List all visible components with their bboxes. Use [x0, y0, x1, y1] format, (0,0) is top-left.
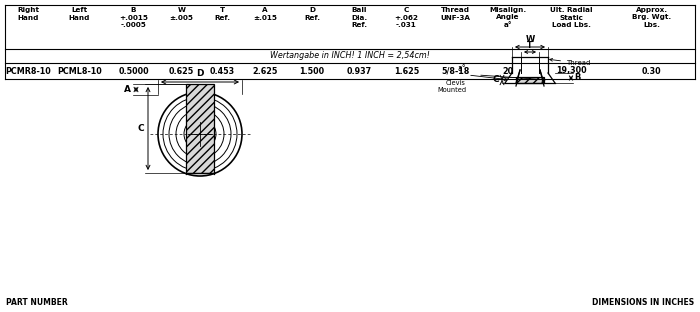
Text: W: W	[526, 35, 535, 44]
Text: 0.937: 0.937	[347, 66, 372, 76]
Text: W
±.005: W ±.005	[169, 7, 193, 21]
Text: 1.625: 1.625	[394, 66, 419, 76]
Text: PCMR8-10: PCMR8-10	[6, 66, 51, 76]
Bar	[186, 84, 214, 173]
Text: PART NUMBER: PART NUMBER	[6, 298, 68, 307]
Text: T: T	[527, 41, 533, 50]
Text: Left
Hand: Left Hand	[69, 7, 90, 21]
Text: C: C	[492, 76, 499, 85]
Text: Right
Hand: Right Hand	[18, 7, 39, 21]
Text: 2.625: 2.625	[252, 66, 278, 76]
Text: 20: 20	[502, 66, 513, 76]
Text: T
Ref.: T Ref.	[214, 7, 230, 21]
Text: C: C	[137, 124, 144, 133]
Text: 19,300: 19,300	[556, 66, 587, 76]
Text: D
Ref.: D Ref.	[304, 7, 320, 21]
Text: A: A	[124, 85, 131, 94]
Text: 1.500: 1.500	[300, 66, 325, 76]
Text: Ult. Radial
Static
Load Lbs.: Ult. Radial Static Load Lbs.	[550, 7, 592, 28]
Text: 0.5000: 0.5000	[118, 66, 149, 76]
Text: Ball
Dia.
Ref.: Ball Dia. Ref.	[351, 7, 368, 28]
Text: C
+.062
-.031: C +.062 -.031	[395, 7, 419, 28]
Text: a°: a°	[457, 64, 466, 73]
Text: B: B	[574, 74, 580, 82]
Text: Misalign.
Angle
a°: Misalign. Angle a°	[489, 7, 526, 28]
Bar	[516, 77, 544, 83]
Text: Approx.
Brg. Wgt.
Lbs.: Approx. Brg. Wgt. Lbs.	[632, 7, 671, 28]
Text: PCML8-10: PCML8-10	[57, 66, 102, 76]
Text: Thread: Thread	[550, 58, 590, 66]
Text: 5/8-18: 5/8-18	[441, 66, 470, 76]
Text: 0.625: 0.625	[169, 66, 194, 76]
Text: DIMENSIONS IN INCHES: DIMENSIONS IN INCHES	[592, 298, 694, 307]
Text: 0.30: 0.30	[642, 66, 661, 76]
Text: D: D	[196, 69, 204, 78]
Text: 0.453: 0.453	[210, 66, 235, 76]
Text: Thread
UNF-3A: Thread UNF-3A	[440, 7, 470, 21]
Text: B
+.0015
-.0005: B +.0015 -.0005	[119, 7, 148, 28]
Text: Wertangabe in INCH! 1 INCH = 2,54cm!: Wertangabe in INCH! 1 INCH = 2,54cm!	[270, 51, 430, 61]
Text: Clevis
Mounted: Clevis Mounted	[437, 80, 466, 93]
Text: A
±.015: A ±.015	[253, 7, 277, 21]
